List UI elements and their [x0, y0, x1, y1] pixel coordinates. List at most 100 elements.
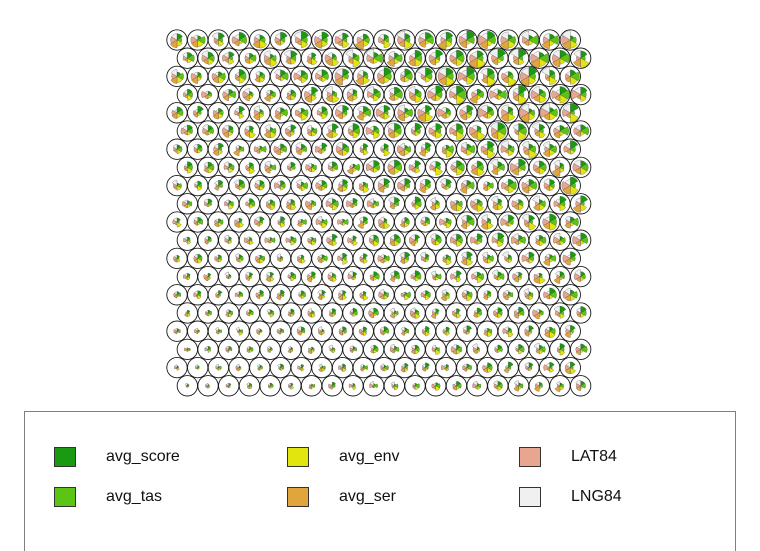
som-unit: [497, 29, 519, 51]
som-segment-lng84: [360, 291, 364, 296]
som-segment-lat84: [553, 127, 561, 135]
som-segment-avg-ser: [334, 76, 343, 86]
som-segment-lat84: [480, 145, 488, 153]
som-segment-lng84: [501, 214, 509, 223]
som-segment-avg-ser: [287, 349, 291, 354]
som-segment-avg-ser: [265, 203, 271, 209]
som-unit: [218, 120, 240, 142]
som-segment-lat84: [173, 256, 178, 261]
som-segment-avg-tas: [559, 89, 570, 100]
som-segment-avg-score: [518, 306, 524, 314]
som-segment-avg-env: [435, 385, 440, 391]
som-segment-lng84: [226, 383, 229, 387]
som-segment-lat84: [347, 237, 354, 244]
som-segment-lng84: [295, 142, 302, 150]
som-segment-lng84: [481, 32, 488, 41]
som-segment-avg-tas: [466, 144, 476, 154]
som-unit: [414, 320, 437, 342]
som-segment-lat84: [194, 329, 198, 334]
som-segment-avg-env: [414, 167, 421, 174]
som-unit: [414, 211, 437, 233]
som-segment-avg-env: [497, 312, 503, 318]
som-segment-avg-score: [311, 86, 319, 95]
som-segment-lng84: [432, 308, 436, 314]
som-segment-lng84: [543, 33, 550, 41]
som-segment-avg-tas: [269, 384, 274, 388]
som-unit: [383, 302, 405, 324]
som-segment-lng84: [256, 364, 260, 368]
som-segment-lat84: [409, 55, 416, 62]
som-segment-lng84: [277, 328, 281, 332]
som-segment-lng84: [264, 124, 271, 132]
som-segment-avg-ser: [460, 112, 467, 121]
som-segment-avg-tas: [373, 273, 380, 280]
som-segment-lat84: [458, 71, 468, 81]
som-segment-avg-score: [207, 198, 213, 205]
som-unit: [435, 284, 457, 306]
som-segment-avg-ser: [429, 203, 436, 211]
som-segment-avg-score: [456, 308, 461, 314]
som-unit: [166, 29, 188, 51]
som-segment-lng84: [254, 179, 260, 186]
som-segment-lat84: [190, 72, 198, 80]
som-segment-avg-ser: [277, 221, 281, 226]
som-unit: [218, 47, 240, 69]
som-segment-lng84: [438, 67, 447, 77]
som-unit: [290, 29, 312, 51]
som-segment-avg-score: [249, 162, 254, 168]
som-segment-lng84: [263, 50, 271, 59]
som-segment-lng84: [309, 347, 312, 350]
som-segment-avg-env: [559, 349, 566, 356]
som-segment-lng84: [541, 67, 550, 77]
som-segment-avg-env: [497, 276, 502, 281]
som-segment-avg-tas: [373, 164, 380, 171]
som-unit: [187, 65, 209, 88]
som-unit: [290, 102, 312, 124]
som-segment-lng84: [417, 66, 426, 77]
som-segment-avg-score: [290, 124, 297, 132]
som-unit: [342, 375, 364, 397]
som-segment-avg-tas: [518, 163, 526, 172]
som-segment-avg-tas: [497, 90, 507, 100]
som-segment-lng84: [514, 163, 519, 168]
som-unit: [280, 265, 302, 288]
som-segment-avg-ser: [274, 112, 281, 120]
som-segment-avg-env: [528, 148, 537, 159]
som-segment-avg-tas: [228, 90, 236, 99]
som-segment-avg-score: [477, 233, 484, 241]
som-segment-lng84: [555, 198, 561, 205]
som-unit: [228, 138, 250, 160]
som-unit: [487, 229, 509, 251]
som-segment-lat84: [500, 218, 509, 226]
som-segment-lng84: [264, 160, 271, 168]
som-segment-lat84: [317, 256, 323, 261]
som-segment-avg-score: [414, 160, 422, 168]
som-unit: [559, 247, 581, 270]
som-segment-avg-ser: [411, 203, 416, 208]
som-segment-avg-ser: [212, 112, 219, 120]
som-segment-avg-env: [218, 258, 222, 263]
som-unit: [166, 138, 188, 160]
som-unit: [352, 102, 374, 124]
som-unit: [290, 284, 312, 306]
som-segment-lat84: [397, 181, 405, 190]
som-unit: [300, 229, 323, 251]
som-segment-avg-ser: [520, 112, 530, 123]
som-segment-lat84: [222, 91, 229, 98]
som-unit: [518, 65, 540, 88]
som-segment-avg-ser: [422, 367, 426, 372]
som-segment-avg-score: [414, 270, 421, 277]
som-segment-lng84: [533, 343, 540, 350]
som-segment-avg-env: [249, 130, 256, 139]
som-segment-lng84: [174, 291, 178, 296]
som-unit: [290, 356, 312, 379]
legend-entry-avg-env: avg_env: [287, 446, 400, 468]
som-segment-avg-score: [187, 236, 191, 241]
som-segment-avg-env: [207, 312, 211, 317]
som-segment-lat84: [338, 329, 343, 334]
som-segment-lng84: [214, 72, 219, 77]
som-unit: [259, 47, 281, 69]
som-segment-avg-tas: [559, 237, 566, 244]
som-segment-lat84: [234, 292, 240, 298]
som-segment-lng84: [371, 273, 374, 277]
